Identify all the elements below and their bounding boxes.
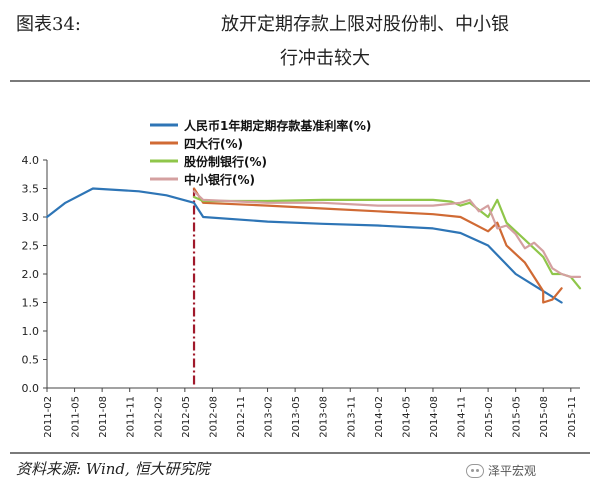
x-tick-label: 2012-11 bbox=[236, 396, 247, 438]
series-line-4 bbox=[192, 190, 582, 278]
y-tick-label: 2.0 bbox=[22, 268, 40, 281]
x-tick-label: 2013-08 bbox=[319, 396, 330, 438]
y-tick-label: 0.0 bbox=[22, 382, 40, 395]
wechat-icon bbox=[466, 463, 484, 478]
legend-label: 四大行(%) bbox=[184, 136, 243, 151]
legend-label: 股份制银行(%) bbox=[184, 154, 267, 169]
x-tick-label: 2012-08 bbox=[208, 396, 219, 438]
x-tick-label: 2011-11 bbox=[126, 396, 137, 438]
x-tick-label: 2014-02 bbox=[374, 396, 385, 438]
figure-label: 图表34: bbox=[16, 14, 81, 35]
watermark: 泽平宏观 bbox=[466, 462, 536, 479]
y-tick-label: 1.0 bbox=[22, 325, 40, 338]
y-tick-label: 2.5 bbox=[22, 240, 40, 253]
x-tick-label: 2015-08 bbox=[539, 396, 550, 438]
x-tick-label: 2013-02 bbox=[264, 396, 275, 438]
x-tick-label: 2015-02 bbox=[484, 396, 495, 438]
y-tick-label: 1.5 bbox=[22, 297, 40, 310]
x-tick-label: 2012-02 bbox=[153, 396, 164, 438]
watermark-text: 泽平宏观 bbox=[488, 464, 537, 478]
y-tick-label: 0.5 bbox=[22, 354, 40, 367]
x-tick-label: 2015-05 bbox=[512, 396, 523, 438]
chart-title-line2: 行冲击较大 bbox=[280, 48, 370, 69]
top-rule bbox=[10, 80, 590, 82]
x-tick-label: 2014-05 bbox=[401, 396, 412, 438]
chart-title-line1: 放开定期存款上限对股份制、中小银 bbox=[221, 14, 509, 35]
legend-label: 人民币1年期定期存款基准利率(%) bbox=[184, 118, 371, 133]
series-line-2 bbox=[192, 187, 563, 304]
x-tick-label: 2013-11 bbox=[346, 396, 357, 438]
x-tick-label: 2013-05 bbox=[291, 396, 302, 438]
bottom-rule bbox=[10, 452, 590, 454]
source-note: 资料来源: Wind, 恒大研究院 bbox=[16, 460, 210, 478]
x-tick-label: 2014-08 bbox=[429, 396, 440, 438]
series-line-1 bbox=[45, 187, 563, 304]
x-tick-label: 2012-05 bbox=[181, 396, 192, 438]
x-tick-label: 2011-05 bbox=[71, 396, 82, 438]
legend-label: 中小银行(%) bbox=[184, 172, 255, 187]
x-tick-label: 2011-02 bbox=[43, 396, 54, 438]
x-tick-label: 2014-11 bbox=[457, 396, 468, 438]
y-tick-label: 3.0 bbox=[22, 211, 40, 224]
y-tick-label: 3.5 bbox=[22, 183, 40, 196]
x-tick-label: 2011-08 bbox=[98, 396, 109, 438]
x-tick-label: 2015-11 bbox=[567, 396, 578, 438]
y-tick-label: 4.0 bbox=[22, 154, 40, 167]
